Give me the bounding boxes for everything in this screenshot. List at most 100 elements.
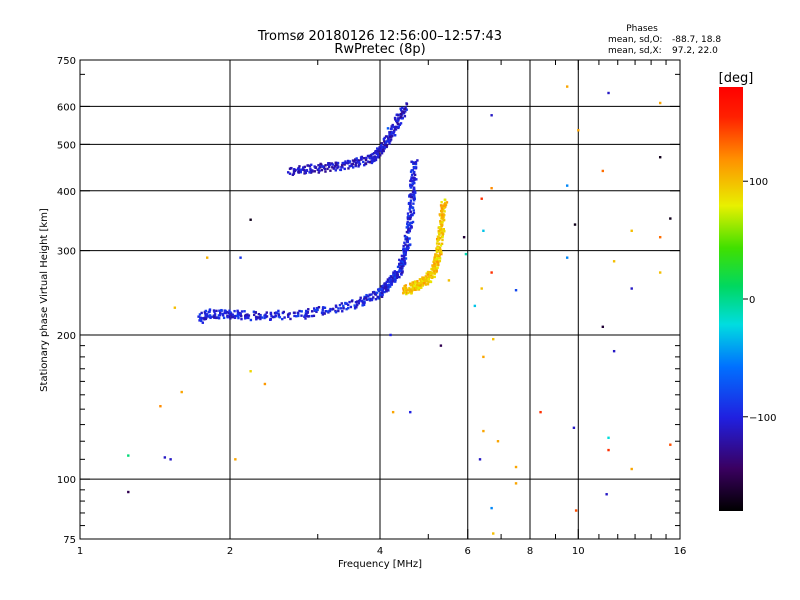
x-tick-label: 16 — [674, 546, 687, 557]
trace-point — [401, 110, 404, 113]
trace-point — [310, 310, 314, 313]
trace-point — [365, 293, 368, 297]
trace-point — [213, 313, 217, 316]
trace-point — [427, 280, 430, 284]
trace-point — [443, 230, 446, 233]
trace-point — [405, 246, 409, 250]
trace-point — [256, 316, 259, 319]
trace-point — [265, 315, 269, 318]
trace-point — [381, 293, 384, 297]
trace-point — [424, 276, 428, 279]
trace-point — [321, 165, 324, 168]
trace-point — [423, 279, 427, 282]
trace-point — [384, 287, 387, 290]
trace-point — [433, 267, 436, 270]
trace-point — [393, 127, 397, 131]
trace-point — [328, 162, 331, 165]
trace-point — [390, 132, 393, 135]
trace-point — [244, 313, 248, 317]
trace-point — [296, 311, 300, 315]
trace-point — [400, 261, 403, 264]
trace-point — [395, 274, 399, 277]
phase-stat-x-values: 97.2, 22.0 — [672, 46, 718, 56]
trace-point — [337, 307, 340, 310]
trace-point — [400, 254, 404, 258]
trace-point — [371, 152, 374, 156]
trace-point — [398, 268, 402, 272]
trace-point — [402, 258, 405, 261]
trace-point — [269, 311, 273, 315]
trace-point — [370, 298, 374, 302]
trace-point — [236, 310, 240, 314]
trace-point — [439, 219, 442, 223]
trace-point — [431, 267, 435, 271]
scatter-point — [205, 256, 209, 259]
trace-point — [340, 302, 343, 305]
scatter-point — [496, 440, 500, 443]
trace-point — [388, 280, 391, 284]
trace-point — [264, 315, 267, 319]
trace-point — [197, 315, 200, 318]
trace-point — [293, 311, 296, 314]
trace-point — [306, 310, 310, 314]
trace-point — [340, 164, 344, 167]
trace-point — [321, 313, 325, 316]
scatter-point — [482, 355, 485, 359]
trace-point — [405, 230, 409, 234]
trace-point — [409, 284, 413, 287]
trace-point — [347, 167, 350, 170]
trace-point — [421, 280, 425, 283]
trace-point — [368, 299, 372, 302]
trace-point — [377, 289, 381, 292]
trace-point — [438, 257, 442, 260]
trace-point — [415, 178, 418, 181]
trace-point — [409, 183, 412, 186]
trace-point — [437, 242, 441, 245]
trace-point — [422, 278, 426, 281]
trace-point — [363, 156, 366, 160]
trace-point — [321, 308, 324, 312]
trace-point — [441, 215, 444, 218]
trace-point — [433, 271, 436, 275]
trace-point — [357, 159, 361, 162]
trace-point — [374, 150, 378, 154]
trace-point — [215, 309, 218, 313]
trace-point — [368, 155, 371, 158]
y-axis-label: Stationary phase Virtual Height [km] — [39, 208, 50, 392]
scatter-point — [180, 390, 183, 394]
trace-point — [218, 311, 222, 315]
trace-point — [208, 310, 211, 314]
trace-point — [391, 123, 394, 127]
trace-point — [326, 167, 329, 171]
trace-point — [426, 273, 430, 276]
trace-point — [441, 208, 445, 211]
trace-point — [433, 256, 437, 259]
trace-point — [378, 146, 381, 149]
trace-point — [433, 275, 436, 279]
trace-point — [254, 311, 257, 314]
scatter-point — [439, 344, 443, 347]
trace-point — [411, 169, 415, 172]
trace-point — [277, 313, 281, 317]
trace-point — [374, 298, 378, 301]
trace-point — [302, 166, 305, 169]
trace-point — [416, 282, 420, 285]
trace-point — [312, 314, 316, 318]
trace-point — [314, 166, 317, 169]
trace-point — [369, 156, 372, 160]
trace-point — [404, 106, 407, 109]
trace-point — [421, 284, 425, 287]
trace-point — [380, 152, 384, 155]
trace-point — [406, 225, 410, 228]
trace-point — [292, 171, 296, 174]
trace-point — [231, 315, 235, 319]
trace-point — [392, 273, 395, 276]
trace-point — [303, 165, 306, 169]
trace-point — [228, 309, 231, 312]
trace-point — [390, 283, 393, 286]
trace-point — [298, 309, 301, 313]
trace-point — [317, 171, 320, 174]
trace-point — [408, 287, 411, 290]
scatter-point — [492, 532, 495, 535]
trace-point — [443, 210, 446, 213]
